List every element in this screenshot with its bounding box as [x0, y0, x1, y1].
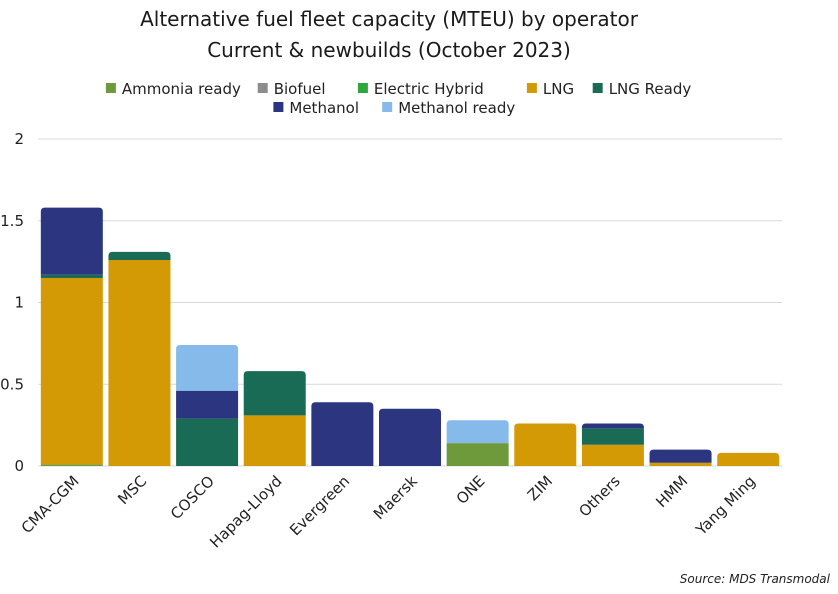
y-tick-label: 0.5	[0, 375, 24, 393]
legend-label: LNG	[543, 80, 574, 98]
legend-label: Electric Hybrid	[374, 80, 484, 98]
x-tick-label: Hapag-Lloyd	[206, 472, 285, 551]
bar-segment	[176, 390, 239, 419]
x-tick-label: Yang Ming	[692, 472, 759, 539]
bar-segment	[649, 449, 712, 463]
bar-segment	[581, 423, 644, 429]
bar-segment	[108, 259, 171, 466]
legend-swatch	[526, 83, 537, 93]
bar-segment	[649, 462, 712, 466]
x-tick-label: Others	[575, 472, 624, 521]
x-tick-label: Maersk	[370, 472, 421, 523]
bar-segment	[581, 428, 644, 445]
bar-segment	[514, 423, 577, 466]
x-tick-label: HMM	[652, 472, 691, 511]
bar-segment	[446, 443, 509, 466]
bar-segment	[40, 464, 103, 466]
legend-swatch	[357, 83, 368, 93]
bars	[40, 207, 780, 466]
legend-label: Ammonia ready	[122, 80, 241, 98]
legend-swatch	[257, 83, 268, 93]
chart-title: Alternative fuel fleet capacity (MTEU) b…	[140, 7, 639, 31]
bar-segment	[446, 420, 509, 444]
bar-segment	[243, 415, 306, 466]
bar-segment	[176, 418, 239, 466]
bar-segment	[379, 408, 441, 466]
x-tick-label: COSCO	[167, 472, 218, 523]
x-tick-label: MSC	[114, 472, 150, 508]
bar-segment	[581, 444, 644, 466]
legend: Ammonia ready Biofuel Electric Hybrid LNG LN…	[105, 80, 692, 117]
legend-label: LNG Ready	[609, 80, 692, 98]
x-tick-label: Evergreen	[286, 472, 353, 539]
bar-segment	[717, 452, 780, 466]
legend-swatch	[382, 102, 393, 112]
y-tick-label: 0	[14, 457, 24, 475]
bar-segment	[40, 274, 103, 278]
source-note: Source: MDS Transmodal	[680, 572, 831, 586]
bar-segment	[40, 207, 103, 275]
legend-label: Biofuel	[274, 80, 326, 98]
legend-swatch	[273, 102, 284, 112]
bar-segment	[176, 345, 239, 391]
bar-segment	[40, 277, 103, 465]
legend-swatch	[105, 83, 116, 93]
legend-label: Methanol	[289, 99, 359, 117]
legend-swatch	[592, 83, 603, 93]
y-tick-label: 1.5	[0, 212, 24, 230]
y-axis: 0 0.5 1 1.5 2	[0, 130, 24, 475]
bar-segment	[243, 371, 306, 416]
x-tick-label: CMA-CGM	[18, 472, 83, 537]
bar-segment	[108, 251, 171, 260]
x-tick-label: ZIM	[524, 472, 556, 504]
bar-segment	[311, 402, 374, 466]
y-tick-label: 1	[14, 294, 24, 312]
y-tick-label: 2	[14, 130, 24, 148]
x-tick-label: ONE	[453, 472, 489, 508]
chart-subtitle: Current & newbuilds (October 2023)	[207, 38, 571, 62]
legend-label: Methanol ready	[398, 99, 515, 117]
